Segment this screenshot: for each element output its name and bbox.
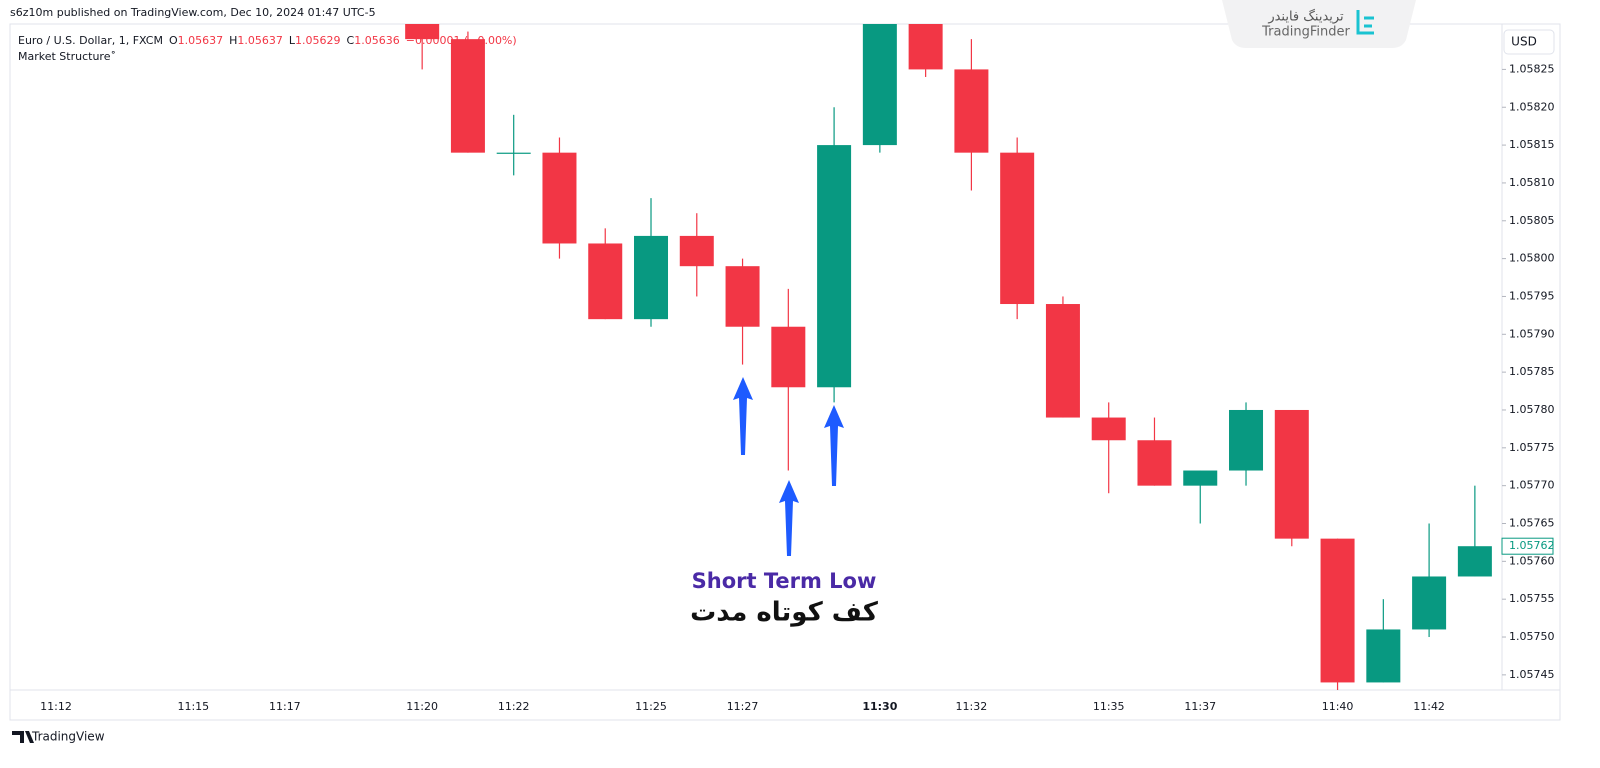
x-tick-label: 11:37: [1184, 700, 1216, 713]
y-tick-label: 1.05810: [1509, 176, 1555, 189]
candle-body: [1137, 440, 1172, 486]
legend-key: L: [289, 34, 296, 47]
currency: USD: [1511, 35, 1537, 49]
y-tick-label: 1.05805: [1509, 214, 1555, 227]
indicator: Market Structure˚: [18, 50, 116, 63]
y-tick-label: 1.05770: [1509, 479, 1555, 492]
y-tick-label: 1.05760: [1509, 554, 1555, 567]
arrow: [824, 405, 844, 486]
candles: [405, 24, 1492, 690]
candle-body: [1183, 470, 1218, 486]
candle-body: [1045, 304, 1080, 418]
y-tick-label: 1.05780: [1509, 403, 1555, 416]
symbol: Euro / U.S. Dollar, 1, FXCM: [18, 34, 163, 47]
candle-body: [1412, 576, 1447, 630]
legend-key: O: [169, 34, 178, 47]
legend-value: 1.05629: [295, 34, 341, 47]
candle-body: [1229, 409, 1264, 471]
y-tick-label: 1.05745: [1509, 668, 1555, 681]
candle-body: [1457, 546, 1492, 577]
watermark-name: TradingFinder: [1261, 25, 1350, 40]
y-tick-label: 1.05820: [1509, 100, 1555, 113]
watermark-logo: [1356, 10, 1374, 35]
x-tick-label: 11:22: [498, 700, 530, 713]
x-tick-label: 11:30: [862, 700, 897, 713]
x-tick-label: 11:17: [269, 700, 301, 713]
arrow: [779, 480, 799, 556]
candle-body: [405, 24, 440, 40]
last-price-box: [1501, 537, 1554, 555]
watermark-bg: [1222, 0, 1416, 48]
candle-body: [1274, 409, 1309, 539]
y-tick-label: 1.05815: [1509, 138, 1555, 151]
footer: TradingView: [31, 730, 105, 744]
y-tick-label: 1.05825: [1509, 62, 1555, 75]
currency-button[interactable]: [1503, 29, 1555, 55]
y-tick-label: 1.05765: [1509, 517, 1555, 530]
candle-body: [1366, 629, 1401, 683]
legend-value: 1.05636: [354, 34, 400, 47]
x-tick-label: 11:27: [727, 700, 759, 713]
footer-logo: [12, 731, 34, 743]
legend: Euro / U.S. Dollar, 1, FXCM Market Struc…: [18, 34, 517, 63]
candle-body: [817, 145, 852, 388]
candle-body: [771, 326, 806, 388]
frame: [9, 23, 1561, 721]
y-tick-label: 1.05755: [1509, 592, 1555, 605]
x-tick-label: 11:32: [956, 700, 988, 713]
y-tick-label: 1.05750: [1509, 630, 1555, 643]
legend-key: C: [347, 34, 355, 47]
candle-body: [862, 24, 897, 146]
last-price-label: 1.05762: [1509, 539, 1555, 552]
x-tick-label: 11:35: [1093, 700, 1125, 713]
candle-body: [496, 152, 531, 154]
x-tick-label: 11:40: [1322, 700, 1354, 713]
arrow: [733, 377, 753, 455]
candle-body: [679, 235, 714, 267]
candle-body: [450, 39, 485, 153]
candle-body: [954, 69, 989, 153]
legend-key: H: [229, 34, 237, 47]
y-tick-label: 1.05795: [1509, 289, 1555, 302]
arrows: [733, 377, 844, 556]
y-tick-label: 1.05790: [1509, 327, 1555, 340]
candle-body: [1091, 417, 1126, 441]
publisher-line: s6z10m published on TradingView.com, Dec…: [10, 6, 376, 19]
x-tick-label: 11:12: [40, 700, 72, 713]
candle-body: [725, 266, 760, 327]
x-tick-label: 11:20: [406, 700, 438, 713]
annotation: Short Term Low: [692, 569, 877, 593]
legend-value: 1.05637: [237, 34, 283, 47]
legend-value: 1.05637: [178, 34, 224, 47]
candle-body: [588, 243, 623, 320]
candle-body: [1320, 538, 1355, 683]
x-tick-label: 11:25: [635, 700, 667, 713]
x-tick-label: 11:15: [177, 700, 209, 713]
y-tick-label: 1.05785: [1509, 365, 1555, 378]
watermark-fa: تریدینگ فایندر: [1267, 9, 1344, 25]
y-tick-label: 1.05775: [1509, 441, 1555, 454]
candle-body: [634, 235, 669, 320]
annotation-fa: کف کوتاه مدت: [690, 598, 879, 628]
x-tick-label: 11:42: [1413, 700, 1445, 713]
y-tick-label: 1.05800: [1509, 252, 1555, 265]
candle-body: [908, 24, 943, 70]
candle-body: [542, 152, 577, 244]
candle-body: [1000, 152, 1035, 305]
